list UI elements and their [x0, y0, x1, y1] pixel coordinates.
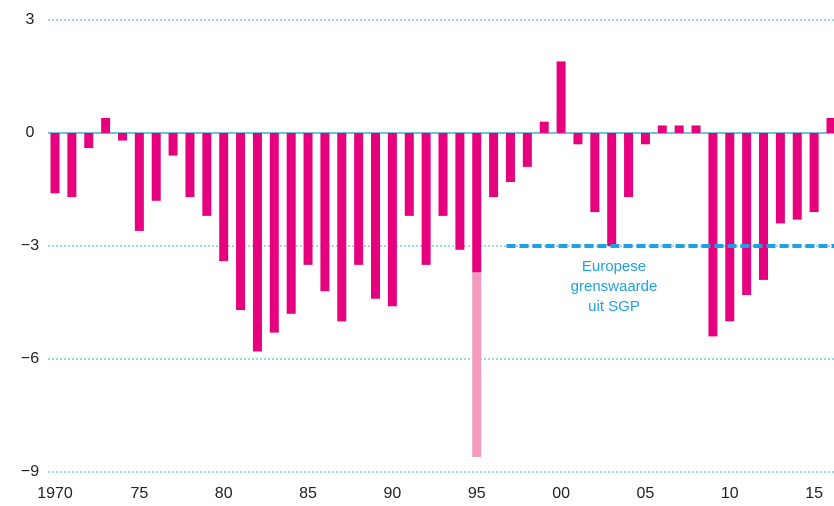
bar	[657, 125, 667, 133]
y-tick-label: −9	[21, 463, 39, 480]
bar	[84, 133, 94, 149]
bar	[759, 133, 769, 280]
bar	[185, 133, 195, 198]
x-tick-label: 80	[215, 485, 233, 502]
bar	[708, 133, 718, 337]
x-tick-label: 10	[721, 485, 739, 502]
bar	[624, 133, 634, 198]
bar	[505, 133, 515, 182]
bar	[573, 133, 583, 145]
x-tick-label: 15	[805, 485, 823, 502]
bar	[455, 133, 465, 250]
bar	[438, 133, 448, 216]
bar	[489, 133, 499, 198]
bar	[286, 133, 296, 314]
x-tick-label: 90	[383, 485, 401, 502]
annotation: grenswaarde	[571, 278, 658, 295]
x-tick-label: 05	[637, 485, 655, 502]
bar	[472, 272, 482, 457]
y-tick-label: 0	[26, 124, 35, 141]
y-tick-label: −6	[21, 350, 39, 367]
bar	[522, 133, 532, 167]
bar	[303, 133, 313, 265]
bar	[101, 117, 111, 133]
bar	[792, 133, 802, 220]
bar	[421, 133, 431, 265]
bar	[404, 133, 414, 216]
bar	[387, 133, 397, 307]
bar	[691, 125, 701, 133]
bar	[117, 133, 127, 141]
y-tick-label: 3	[26, 11, 35, 28]
x-tick-label: 95	[468, 485, 486, 502]
bar	[826, 117, 834, 133]
x-tick-label: 75	[130, 485, 148, 502]
bar	[556, 61, 566, 133]
bar	[742, 133, 752, 295]
bar	[67, 133, 77, 198]
bar	[539, 121, 549, 133]
bar	[202, 133, 212, 216]
bar	[674, 125, 684, 133]
x-tick-label: 85	[299, 485, 317, 502]
bar	[809, 133, 819, 213]
bar	[354, 133, 364, 265]
x-tick-label: 00	[552, 485, 570, 502]
bar	[320, 133, 330, 292]
bar	[472, 133, 482, 273]
bar	[725, 133, 735, 322]
bar	[134, 133, 144, 231]
bar	[607, 133, 617, 246]
bar	[337, 133, 347, 322]
bar	[269, 133, 279, 333]
y-tick-label: −3	[21, 237, 39, 254]
bar	[236, 133, 246, 311]
bar	[50, 133, 60, 194]
bar	[168, 133, 178, 156]
x-tick-label: 1970	[37, 485, 73, 502]
bar	[590, 133, 600, 213]
bar	[640, 133, 650, 145]
bar	[219, 133, 229, 262]
bar	[775, 133, 785, 224]
bar	[252, 133, 262, 352]
annotation: uit SGP	[588, 298, 640, 315]
annotation: Europese	[582, 258, 646, 275]
bar	[151, 133, 161, 201]
bar	[371, 133, 381, 299]
